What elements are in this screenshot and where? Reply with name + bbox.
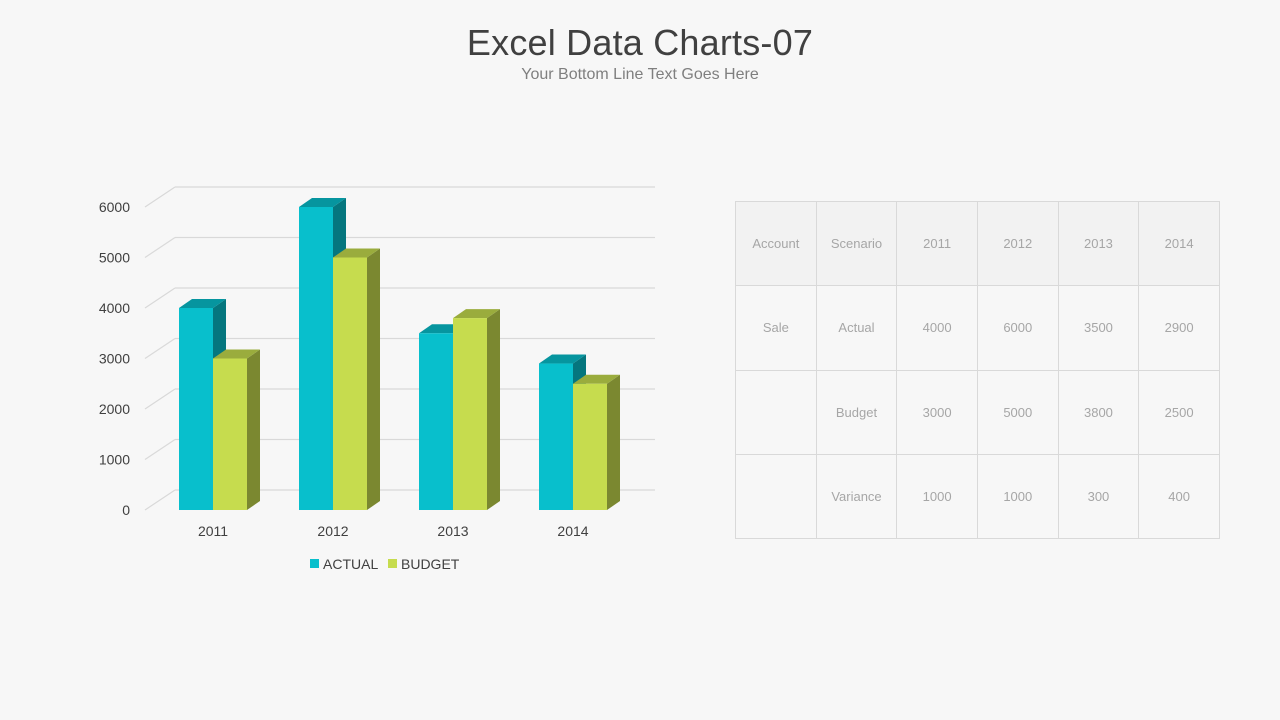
slide-title: Excel Data Charts-07	[466, 22, 814, 63]
table-cell: 3500	[1057, 285, 1140, 371]
y-tick-label: 0	[122, 502, 130, 518]
bar-side	[367, 248, 380, 510]
bar-side	[607, 374, 620, 510]
budget-bar	[453, 318, 487, 510]
y-tick-label: 4000	[99, 300, 130, 316]
table-header-cell: 2011	[896, 200, 978, 287]
y-tick-label: 6000	[99, 199, 130, 215]
gridline-depth	[144, 237, 176, 258]
bar-top	[179, 299, 226, 308]
bar-top	[453, 309, 500, 319]
table-cell: Actual	[815, 285, 898, 371]
gridline-depth	[144, 287, 176, 309]
actual-bar	[419, 333, 453, 510]
gridline-depth	[144, 388, 176, 410]
bar-side	[487, 309, 500, 510]
table-header-cell: Account	[735, 200, 817, 287]
bar-top	[573, 374, 620, 384]
legend-label: BUDGET	[401, 556, 460, 572]
table-cell: 400	[1138, 453, 1220, 540]
table-cell: 5000	[976, 369, 1059, 455]
actual-bar	[539, 363, 573, 510]
table-header-cell: 2012	[976, 200, 1059, 287]
actual-bar	[179, 308, 213, 510]
table-header-row: Account Scenario 2011 2012 2013 2014	[735, 200, 1220, 287]
legend-label: ACTUAL	[323, 556, 378, 572]
bar-top	[213, 349, 260, 359]
table-cell: Variance	[815, 453, 898, 540]
data-table: Account Scenario 2011 2012 2013 2014 Sal…	[735, 200, 1220, 540]
table-cell: 2900	[1138, 285, 1220, 371]
gridline-depth	[144, 186, 176, 208]
y-tick-label: 5000	[99, 250, 130, 266]
table-cell: 300	[1057, 453, 1140, 540]
x-tick-label: 2013	[437, 523, 468, 539]
table-cell: Sale	[735, 285, 817, 371]
table-cell: 1000	[976, 453, 1059, 540]
actual-bar	[299, 207, 333, 510]
table-cell	[735, 369, 817, 455]
table-header-cell: 2014	[1138, 200, 1220, 287]
gridline-depth	[144, 489, 176, 511]
table-row: Budget 3000 5000 3800 2500	[735, 369, 1220, 455]
table-cell: 3800	[1057, 369, 1140, 455]
budget-bar	[213, 358, 247, 510]
table-cell: 3000	[896, 369, 978, 455]
bar-chart: 0 1000 2000 3000 4000 5000 6000 2011 2012 2013 201…	[99, 186, 655, 572]
bar-top	[299, 198, 346, 207]
gridline-depth	[144, 338, 176, 359]
table-cell: 6000	[976, 285, 1059, 371]
table-cell: 1000	[896, 453, 978, 540]
bar-side	[247, 349, 260, 510]
table-header-cell: 2013	[1057, 200, 1140, 287]
gridline-depth	[144, 439, 176, 460]
table-row: Variance 1000 1000 300 400	[735, 453, 1220, 540]
bar-top	[539, 354, 586, 364]
table-cell	[735, 453, 817, 540]
table-cell: 2500	[1138, 369, 1220, 455]
legend-swatch	[310, 559, 319, 568]
budget-bar	[333, 257, 367, 510]
legend-swatch	[388, 559, 397, 568]
budget-bar	[573, 383, 607, 510]
x-tick-label: 2014	[557, 523, 588, 539]
bar-top	[333, 248, 380, 258]
y-tick-label: 1000	[99, 452, 130, 468]
y-tick-label: 3000	[99, 351, 130, 367]
slide-subtitle: Your Bottom Line Text Goes Here	[521, 66, 759, 83]
table-header-cell: Scenario	[815, 200, 898, 287]
x-tick-label: 2012	[317, 523, 348, 539]
table-row: Sale Actual 4000 6000 3500 2900	[735, 285, 1220, 371]
x-tick-label: 2011	[198, 523, 228, 539]
y-tick-label: 2000	[99, 401, 130, 417]
table-cell: 4000	[896, 285, 978, 371]
table-cell: Budget	[815, 369, 898, 455]
